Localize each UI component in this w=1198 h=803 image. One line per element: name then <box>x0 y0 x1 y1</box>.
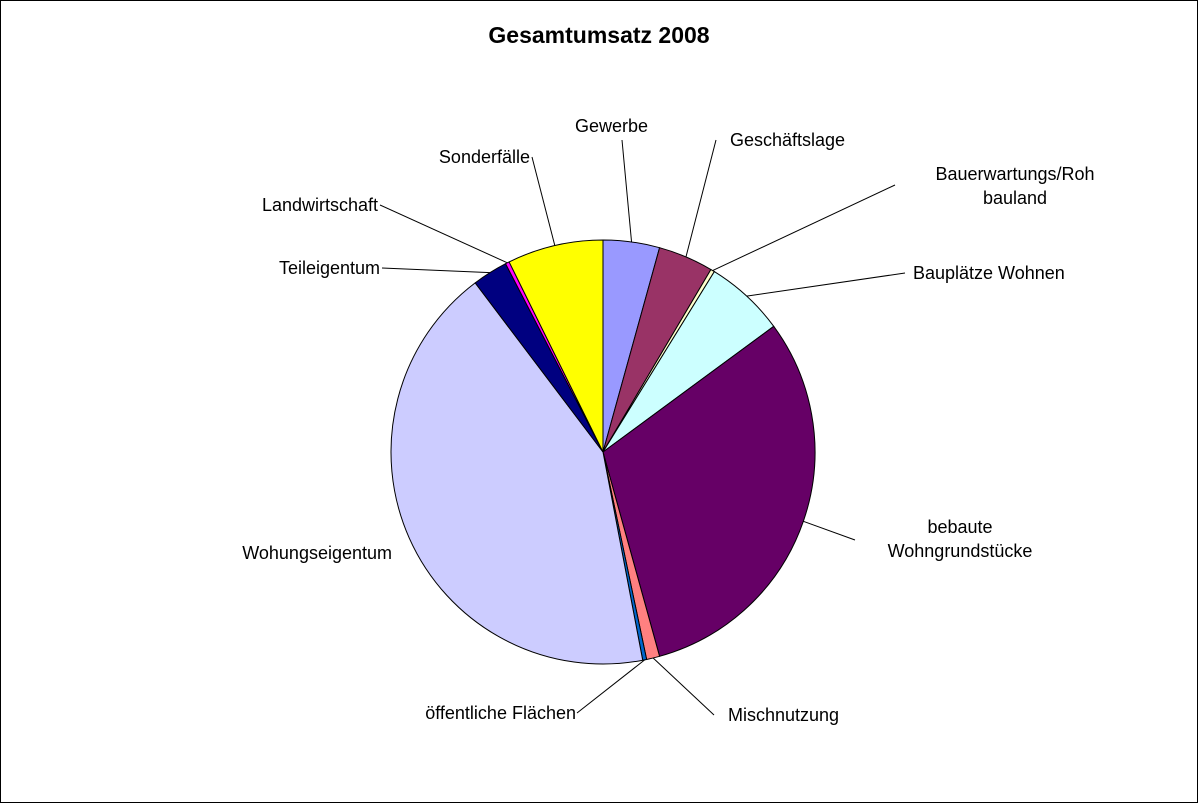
slice-label: Mischnutzung <box>728 705 840 725</box>
leader-line <box>652 657 715 716</box>
slice-label: bebaute Wohngrundstücke <box>887 517 1033 561</box>
leader-line <box>685 139 717 258</box>
slice-label: Sonderfälle <box>438 147 530 167</box>
leader-line <box>621 139 633 242</box>
slice-label: Gewerbe <box>575 116 649 136</box>
leader-line <box>746 272 906 297</box>
leader-line <box>531 156 556 246</box>
slice-label: Teileigentum <box>278 258 380 278</box>
pie-slice <box>508 239 604 453</box>
chart-title: Gesamtumsatz 2008 <box>488 22 710 48</box>
slice-label: Geschäftslage <box>730 130 846 150</box>
slice-label: Bauplätze Wohnen <box>913 263 1065 283</box>
slice-label: Landwirtschaft <box>261 195 378 215</box>
slice-label: Bauerwartungs/Roh bauland <box>935 164 1095 208</box>
slice-label: Wohungseigentum <box>242 543 392 563</box>
leader-line <box>712 184 896 272</box>
slice-label: öffentliche Flächen <box>425 703 576 723</box>
leader-line <box>576 659 645 714</box>
pie-slice <box>390 282 644 665</box>
leader-line <box>381 267 490 274</box>
pie-slice <box>602 325 816 657</box>
leader-line <box>803 520 856 541</box>
leader-line <box>379 204 508 264</box>
